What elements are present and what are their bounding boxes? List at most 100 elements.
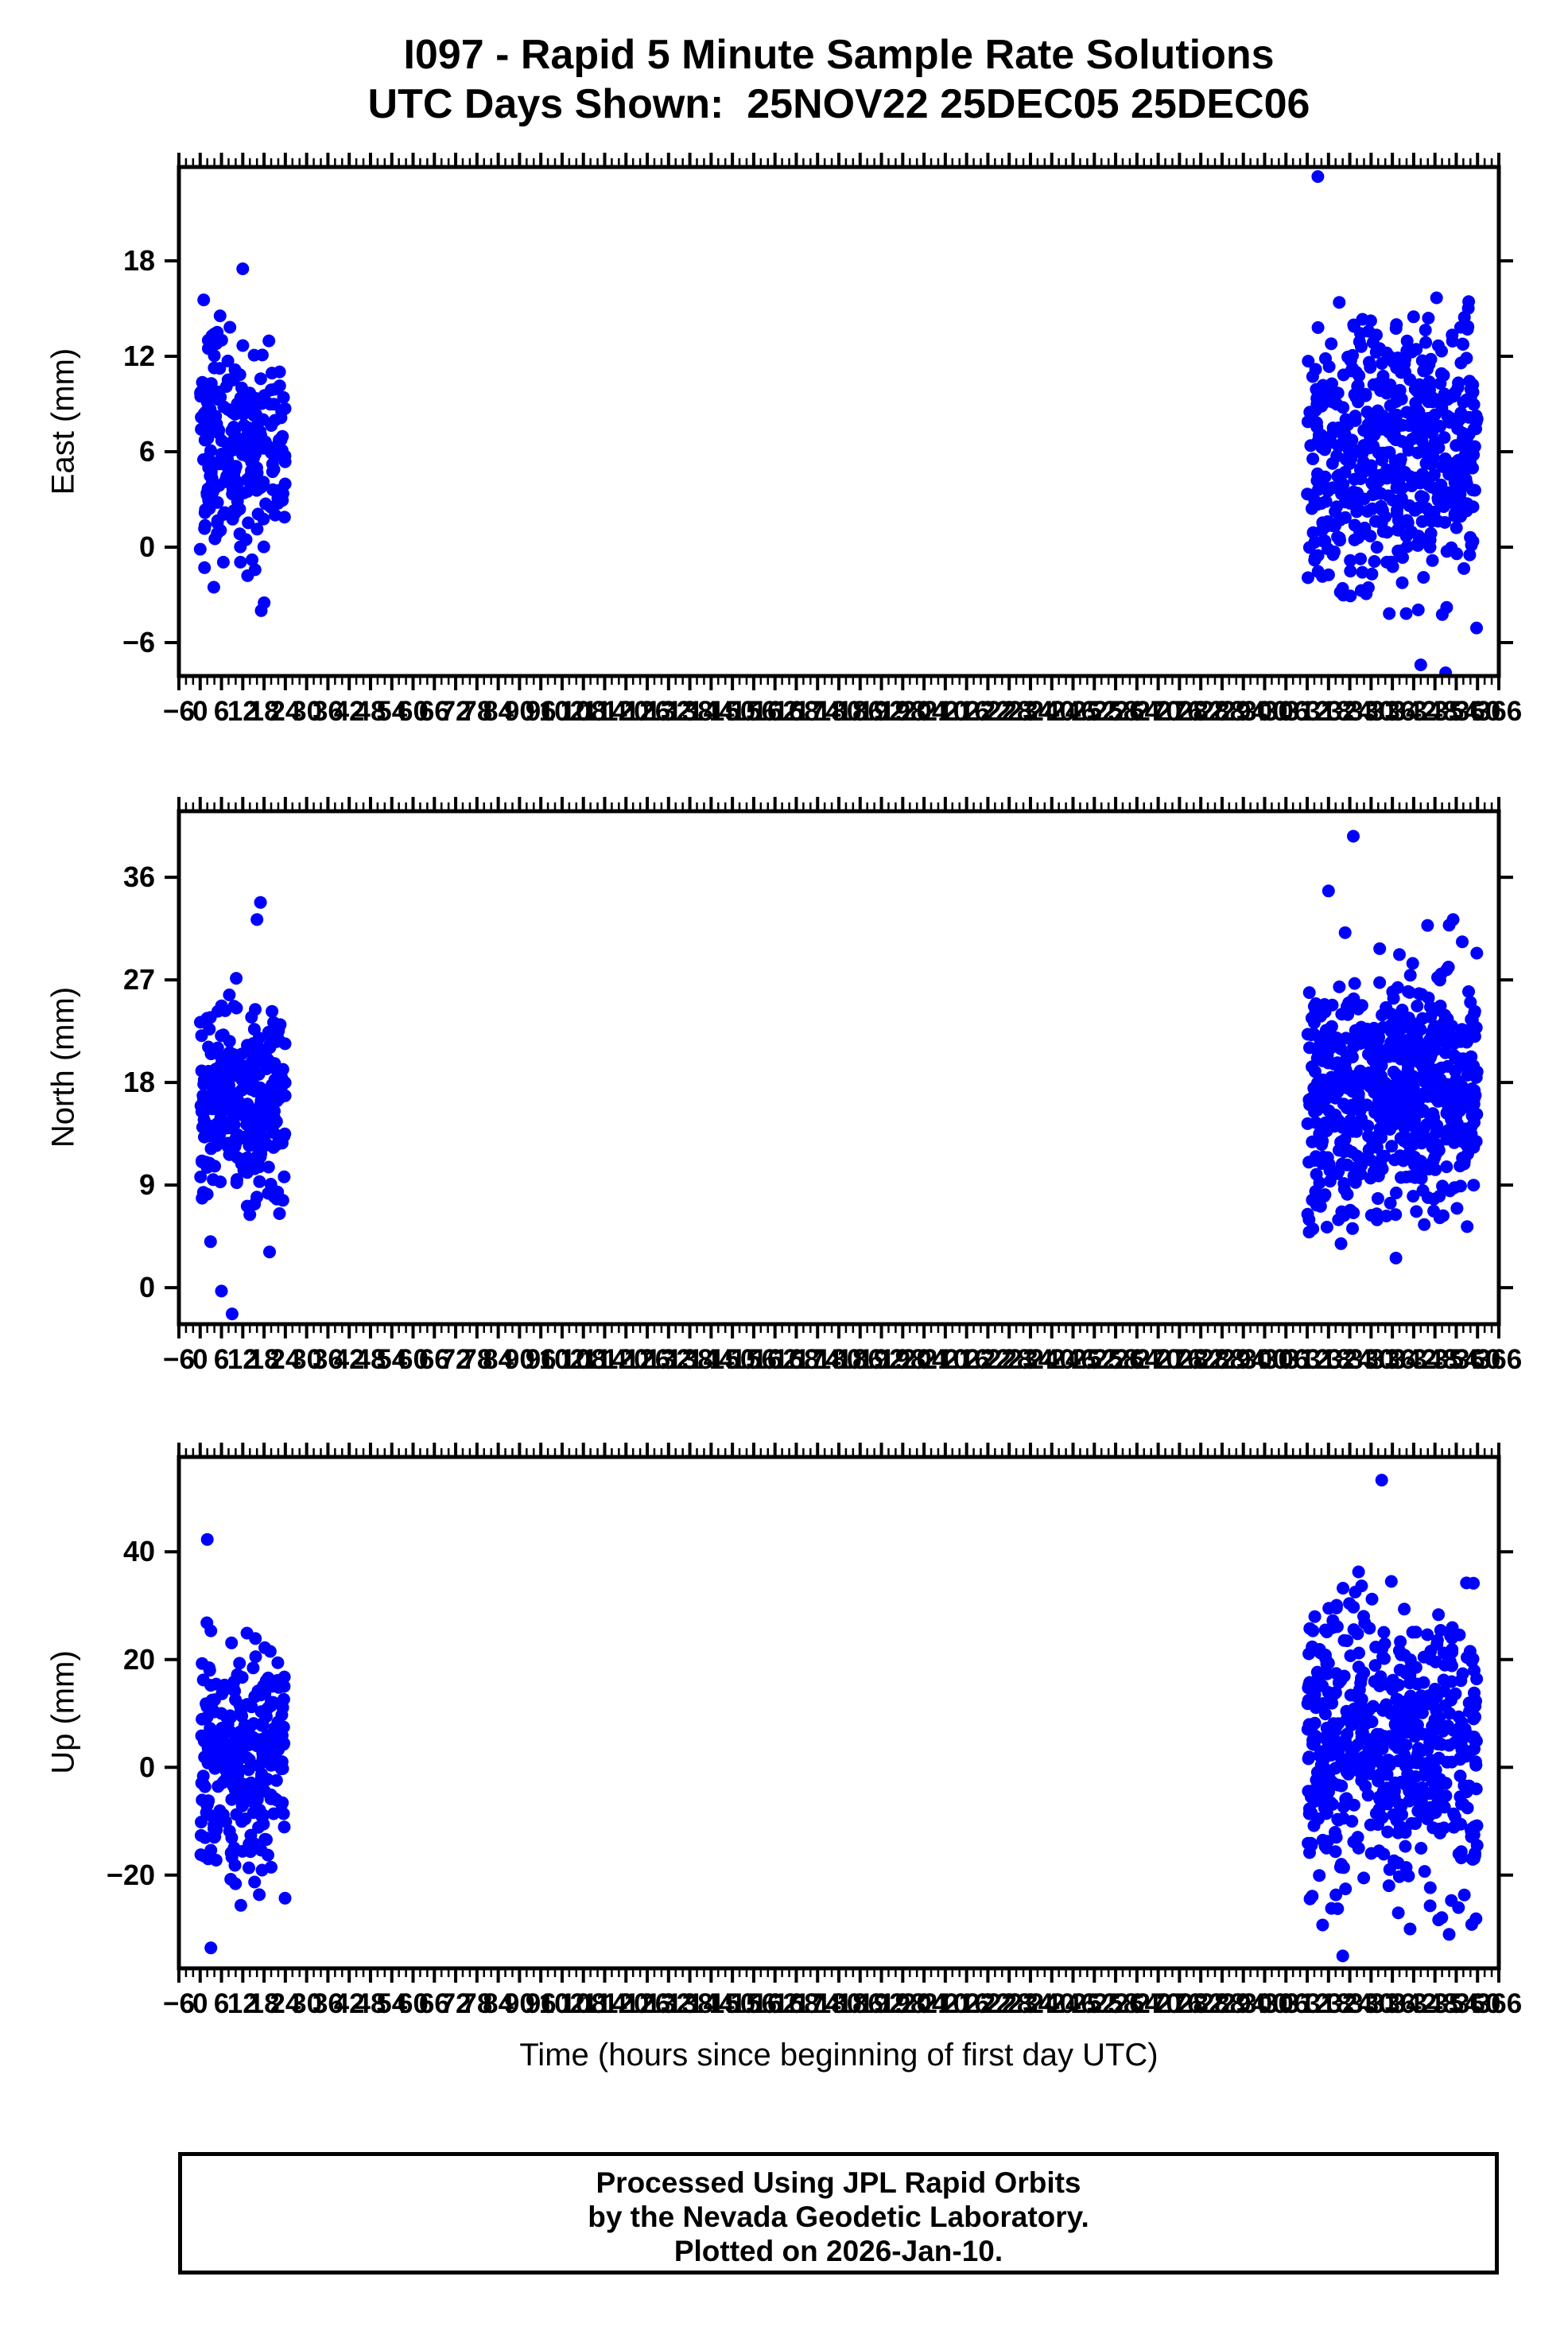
data-point bbox=[1390, 388, 1403, 402]
data-point bbox=[211, 516, 224, 530]
data-point bbox=[272, 1022, 285, 1035]
x-tick-label: 264 bbox=[1114, 696, 1161, 727]
data-point bbox=[237, 446, 250, 460]
data-point bbox=[1419, 359, 1433, 373]
data-point bbox=[241, 485, 254, 498]
data-point bbox=[256, 1746, 270, 1760]
data-point bbox=[1434, 377, 1447, 390]
x-tick-label: 306 bbox=[1263, 1988, 1309, 2019]
data-point bbox=[221, 1082, 235, 1096]
data-point bbox=[1362, 1066, 1376, 1079]
data-point bbox=[205, 472, 219, 485]
data-point bbox=[258, 441, 271, 455]
data-point bbox=[1356, 1750, 1370, 1764]
data-point bbox=[1414, 1023, 1427, 1036]
data-point bbox=[1461, 1801, 1474, 1815]
data-point bbox=[231, 495, 244, 508]
data-point bbox=[1391, 503, 1403, 517]
data-point bbox=[1356, 1077, 1368, 1090]
data-point bbox=[263, 1245, 276, 1259]
data-point bbox=[1345, 1713, 1358, 1727]
data-point bbox=[237, 418, 250, 432]
data-point bbox=[1324, 1740, 1337, 1754]
data-point bbox=[1399, 1839, 1412, 1853]
data-point bbox=[1413, 378, 1426, 391]
data-point bbox=[1424, 1000, 1437, 1014]
data-point bbox=[1456, 426, 1469, 440]
data-point bbox=[231, 1670, 244, 1684]
data-point bbox=[1437, 1209, 1450, 1222]
data-point bbox=[215, 1687, 229, 1700]
data-point-outlier bbox=[1389, 1251, 1403, 1265]
data-point bbox=[1421, 1090, 1434, 1103]
data-point bbox=[209, 1062, 223, 1076]
data-point bbox=[1390, 1707, 1403, 1721]
data-point bbox=[1316, 472, 1329, 485]
data-point bbox=[1315, 523, 1329, 537]
data-point bbox=[1356, 565, 1369, 579]
data-point bbox=[258, 1641, 271, 1654]
data-point bbox=[1413, 1698, 1426, 1711]
data-point bbox=[241, 1039, 254, 1052]
data-point-outlier bbox=[1414, 658, 1427, 671]
data-point bbox=[1340, 1792, 1353, 1805]
data-point bbox=[1316, 1073, 1329, 1086]
data-point bbox=[1318, 998, 1331, 1011]
data-point bbox=[1434, 1624, 1447, 1637]
data-point bbox=[203, 1023, 216, 1036]
data-point bbox=[1410, 538, 1423, 552]
data-point bbox=[1362, 1703, 1376, 1717]
data-point bbox=[275, 483, 289, 496]
data-point bbox=[1404, 1170, 1418, 1183]
x-tick-label: 312 bbox=[1284, 696, 1330, 727]
data-point bbox=[1370, 541, 1384, 554]
data-point bbox=[1384, 1109, 1396, 1123]
data-point bbox=[1425, 1079, 1438, 1093]
x-tick-label: 258 bbox=[1093, 1344, 1139, 1375]
data-point bbox=[1391, 523, 1404, 537]
data-point bbox=[1320, 1221, 1333, 1233]
data-point bbox=[1322, 1039, 1336, 1052]
data-point bbox=[1316, 1134, 1329, 1148]
data-point bbox=[245, 464, 258, 477]
data-point bbox=[1379, 469, 1392, 483]
data-point bbox=[1340, 1712, 1353, 1726]
data-point bbox=[1402, 1081, 1415, 1094]
data-point bbox=[1469, 409, 1483, 422]
data-point bbox=[270, 1035, 283, 1048]
data-point bbox=[234, 540, 247, 554]
data-point bbox=[1407, 1043, 1420, 1057]
data-point bbox=[204, 481, 217, 495]
data-point bbox=[1417, 1804, 1430, 1817]
data-point bbox=[1342, 1707, 1356, 1721]
data-point bbox=[1314, 1766, 1327, 1779]
data-point bbox=[1360, 422, 1373, 436]
data-point bbox=[1347, 318, 1360, 332]
data-point bbox=[1450, 1202, 1464, 1215]
data-point bbox=[1399, 1695, 1413, 1708]
data-point bbox=[1388, 1049, 1401, 1062]
data-point bbox=[1320, 1745, 1333, 1758]
data-point bbox=[1337, 1177, 1351, 1191]
data-point bbox=[247, 449, 261, 462]
data-point bbox=[1310, 420, 1324, 433]
data-point bbox=[1395, 435, 1408, 448]
data-point bbox=[1337, 1209, 1351, 1222]
data-point bbox=[207, 1738, 220, 1751]
x-tick-label: 204 bbox=[901, 696, 948, 727]
data-point bbox=[1395, 1021, 1409, 1035]
data-point bbox=[1447, 1086, 1461, 1100]
data-point bbox=[1417, 424, 1430, 437]
data-point bbox=[234, 1751, 247, 1765]
data-point bbox=[1448, 387, 1461, 401]
data-point bbox=[1453, 491, 1466, 503]
data-point bbox=[1444, 1031, 1457, 1043]
data-point bbox=[1353, 1762, 1366, 1775]
data-point bbox=[1326, 481, 1340, 495]
data-point bbox=[1422, 358, 1436, 371]
data-point bbox=[1446, 328, 1459, 342]
data-point bbox=[1364, 1171, 1377, 1185]
data-point bbox=[1387, 355, 1400, 369]
data-point bbox=[1404, 1689, 1417, 1703]
x-tick-label: 84 bbox=[483, 1344, 514, 1375]
